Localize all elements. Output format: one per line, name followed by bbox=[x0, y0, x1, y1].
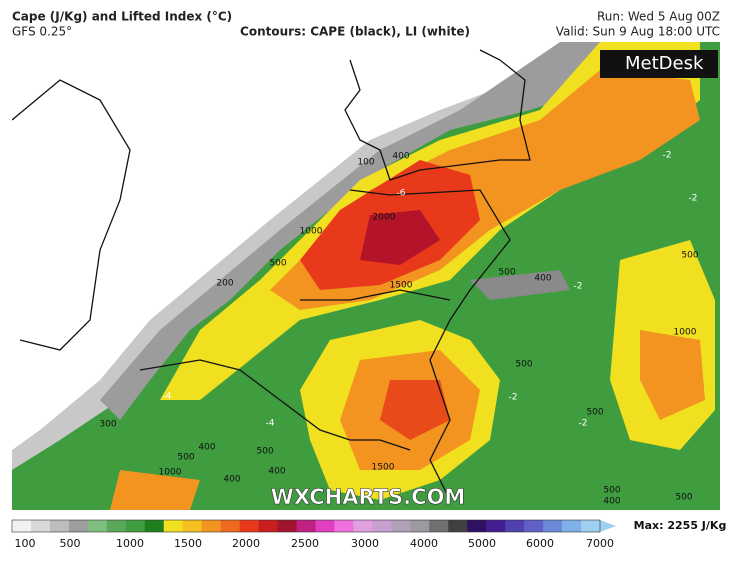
li-label: -2 bbox=[574, 282, 583, 292]
colorbar-tick-label: 6000 bbox=[526, 537, 554, 550]
li-label: -2 bbox=[689, 194, 698, 204]
colorbar-cell bbox=[391, 520, 411, 532]
colorbar-cell bbox=[239, 520, 260, 532]
li-label: -2 bbox=[579, 419, 588, 429]
colorbar-cell bbox=[87, 520, 108, 532]
run: Run: Wed 5 Aug 00Z bbox=[597, 10, 720, 24]
colorbar-cell bbox=[201, 520, 222, 532]
cape-label: 400 bbox=[223, 475, 240, 485]
cape-label: 2000 bbox=[373, 213, 396, 223]
colorbar-cell bbox=[581, 520, 601, 532]
colorbar-tick-label: 7000 bbox=[586, 537, 614, 550]
colorbar-cell bbox=[30, 520, 51, 532]
cape-label: 1000 bbox=[159, 468, 182, 478]
colorbar-cell bbox=[334, 520, 354, 532]
li-label: -2 bbox=[663, 151, 672, 161]
model: GFS 0.25° bbox=[12, 25, 72, 39]
cape-label: 500 bbox=[586, 408, 603, 418]
cape-label: 500 bbox=[675, 493, 692, 503]
colorbar: 100 500 1000 1500 2000 2500 3000 4000 5000 6000 70… bbox=[11, 519, 616, 550]
colorbar-tick-label: 2500 bbox=[291, 537, 319, 550]
colorbar-cell bbox=[543, 520, 563, 532]
li-label: -4 bbox=[266, 419, 275, 429]
cape-label: 1500 bbox=[372, 463, 395, 473]
colorbar-tick-label: 1500 bbox=[174, 537, 202, 550]
colorbar-tick-label: 2000 bbox=[232, 537, 260, 550]
colorbar-cell bbox=[410, 520, 430, 532]
cape-label: 400 bbox=[534, 274, 551, 284]
colorbar-cell bbox=[505, 520, 525, 532]
li-label: -4 bbox=[163, 392, 172, 402]
colorbar-cell bbox=[182, 520, 203, 532]
cape-label: 1000 bbox=[300, 227, 323, 237]
colorbar-cell bbox=[372, 520, 392, 532]
cape-label: 500 bbox=[256, 447, 273, 457]
colorbar-tick-label: 4000 bbox=[410, 537, 438, 550]
colorbar-frame bbox=[11, 519, 601, 533]
map: MetDesk WXCHARTS.COM 100 400 2000 1000 500 20… bbox=[12, 42, 720, 510]
colorbar-cell bbox=[144, 520, 165, 532]
li-label: -2 bbox=[509, 393, 518, 403]
colorbar-arrow bbox=[600, 520, 616, 532]
watermark: WXCHARTS.COM bbox=[271, 485, 466, 509]
cape-label: 300 bbox=[99, 420, 116, 430]
valid: Valid: Sun 9 Aug 18:00 UTC bbox=[556, 25, 720, 39]
colorbar-cell bbox=[524, 520, 544, 532]
cape-label: 1500 bbox=[390, 281, 413, 291]
colorbar-tick-label: 100 bbox=[15, 537, 36, 550]
cape-label: 500 bbox=[603, 486, 620, 496]
cape-label: 500 bbox=[515, 360, 532, 370]
colorbar-cell bbox=[353, 520, 373, 532]
colorbar-tick-label: 1000 bbox=[116, 537, 144, 550]
colorbar-cell bbox=[486, 520, 506, 532]
cape-label: 400 bbox=[603, 497, 620, 507]
li-label: -6 bbox=[397, 189, 406, 199]
cape-label: 100 bbox=[357, 158, 374, 168]
colorbar-cell bbox=[277, 520, 298, 532]
cape-label: 1000 bbox=[674, 328, 697, 338]
cape-label: 400 bbox=[198, 443, 215, 453]
colorbar-max: Max: 2255 J/Kg bbox=[634, 519, 727, 532]
colorbar-cell bbox=[125, 520, 146, 532]
cape-label: 500 bbox=[498, 268, 515, 278]
cape-label: 500 bbox=[269, 259, 286, 269]
colorbar-cell bbox=[220, 520, 241, 532]
colorbar-cell bbox=[448, 520, 468, 532]
title: Cape (J/Kg) and Lifted Index (°C) bbox=[12, 10, 232, 24]
colorbar-cell bbox=[296, 520, 316, 532]
colorbar-cell bbox=[163, 520, 184, 532]
colorbar-cell bbox=[467, 520, 487, 532]
colorbar-cell bbox=[258, 520, 279, 532]
logo: MetDesk bbox=[625, 53, 704, 74]
colorbar-cell bbox=[315, 520, 335, 532]
colorbar-cell bbox=[12, 520, 32, 532]
cape-label: 500 bbox=[681, 251, 698, 261]
cape-label: 500 bbox=[177, 453, 194, 463]
colorbar-cell bbox=[49, 520, 70, 532]
cape-label: 400 bbox=[392, 152, 409, 162]
colorbar-cell bbox=[562, 520, 582, 532]
colorbar-cell bbox=[106, 520, 127, 532]
colorbar-cell bbox=[429, 520, 449, 532]
colorbar-cell bbox=[68, 520, 89, 532]
colorbar-tick-label: 3000 bbox=[351, 537, 379, 550]
colorbar-tick-label: 5000 bbox=[468, 537, 496, 550]
contours-note: Contours: CAPE (black), LI (white) bbox=[240, 25, 470, 39]
cape-label: 400 bbox=[268, 467, 285, 477]
cape-label: 200 bbox=[216, 279, 233, 289]
colorbar-tick-label: 500 bbox=[60, 537, 81, 550]
logo-box bbox=[600, 50, 718, 78]
